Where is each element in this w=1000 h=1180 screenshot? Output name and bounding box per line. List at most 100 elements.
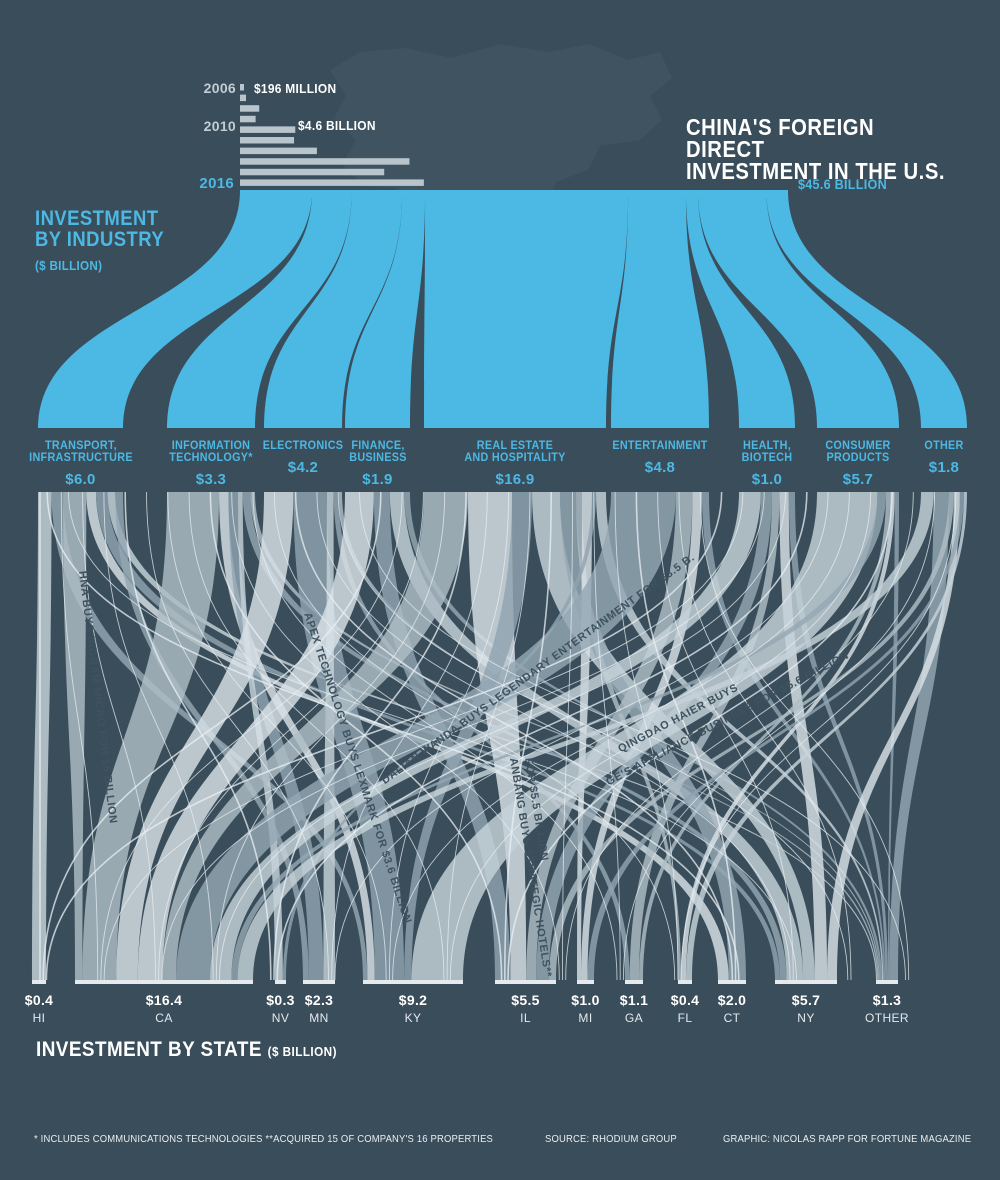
state-code: NY [797, 1011, 815, 1025]
bar-year-2010: 2010 [203, 118, 236, 134]
small-deal-thread [167, 491, 387, 981]
industry-node-label[interactable]: OTHER $1.8 [869, 440, 1000, 476]
state-flow-band [116, 492, 294, 980]
state-flow-band [596, 492, 884, 980]
state-flow-band [63, 492, 87, 980]
small-deal-thread [124, 491, 272, 981]
state-code: GA [624, 1011, 644, 1025]
state-flow-band [639, 492, 891, 980]
small-deal-thread [161, 491, 765, 981]
state-value: $5.5 [511, 992, 540, 1008]
industry-name: TRANSPORT, INFRASTRUCTURE [28, 440, 133, 464]
state-node-label[interactable]: $1.1 GA [584, 992, 684, 1025]
state-flow-band [82, 492, 220, 980]
small-deal-thread [678, 491, 852, 981]
state-node [625, 980, 643, 984]
industry-value: $4.8 [644, 459, 676, 476]
state-value: $16.4 [145, 992, 183, 1008]
year-bar [240, 147, 317, 155]
small-deal-thread [504, 491, 552, 981]
industry-node-label[interactable]: ELECTRONICS $4.2 [228, 440, 378, 476]
small-deal-thread [188, 491, 445, 981]
state-node-label[interactable]: $1.3 OTHER [837, 992, 937, 1025]
small-deal-thread [146, 491, 329, 981]
state-node-label[interactable]: $16.4 CA [114, 992, 214, 1025]
state-flow-band [137, 492, 374, 980]
state-code: CA [155, 1011, 173, 1025]
state-flow-band [176, 492, 676, 980]
industry-node-label[interactable]: INFORMATION TECHNOLOGY* $3.3 [136, 440, 286, 488]
state-value: $0.4 [670, 992, 700, 1008]
industry-node-label[interactable]: HEALTH, BIOTECH $1.0 [692, 440, 842, 488]
state-flow-band [629, 492, 780, 980]
state-node-label[interactable]: $5.5 IL [476, 992, 576, 1025]
state-value: $0.3 [266, 992, 295, 1008]
state-flow-band [404, 492, 532, 980]
state-code: CT [723, 1011, 741, 1025]
industry-node-label[interactable]: REAL ESTATE AND HOSPITALITY $16.9 [440, 440, 590, 488]
industry-node-label[interactable]: CONSUMER PRODUCTS $5.7 [783, 440, 933, 488]
state-flow-band [532, 492, 815, 980]
small-deal-thread [507, 491, 893, 981]
bar-label-2010: $4.6 BILLION [298, 118, 376, 133]
state-value: $2.0 [717, 992, 747, 1008]
industry-node-label[interactable]: TRANSPORT, INFRASTRUCTURE $6.0 [6, 440, 156, 488]
state-flow-band [162, 492, 468, 980]
industry-node [264, 424, 342, 428]
industry-value: $1.9 [362, 471, 393, 488]
industry-value: $1.8 [928, 459, 960, 476]
state-value: $1.1 [619, 992, 649, 1008]
industry-node [424, 424, 606, 428]
state-node-label[interactable]: $0.4 HI [0, 992, 89, 1025]
small-deal-thread [614, 491, 679, 981]
industry-node-label[interactable]: FINANCE, BUSINESS $1.9 [303, 440, 453, 488]
small-deal-thread [565, 491, 914, 981]
state-node-label[interactable]: $5.7 NY [756, 992, 856, 1025]
small-deal-thread [103, 491, 744, 981]
state-node [275, 980, 286, 984]
state-flow-band [411, 492, 878, 980]
small-deal-thread [359, 491, 906, 981]
state-node [876, 980, 898, 984]
industry-name: FINANCE, BUSINESS [348, 440, 407, 464]
small-deal-thread [316, 491, 791, 981]
small-deal-thread [209, 491, 503, 981]
small-deal-thread [46, 491, 740, 981]
state-section-title: INVESTMENT BY STATE ($ BILLION) [36, 1038, 337, 1062]
year-bar [240, 115, 256, 123]
bar-label-2016: $45.6 BILLION [798, 176, 887, 192]
industry-section-title: INVESTMENT BY INDUSTRY [35, 207, 165, 251]
small-deal-thread [273, 491, 467, 981]
industry-name: HEALTH, BIOTECH [741, 440, 793, 464]
page-title: CHINA'S FOREIGN DIRECT INVESTMENT IN THE… [686, 114, 946, 184]
state-flow-band [548, 492, 954, 980]
state-node-label[interactable]: $0.4 FL [635, 992, 735, 1025]
state-node-label[interactable]: $2.0 CT [682, 992, 782, 1025]
small-deal-thread [657, 491, 794, 981]
state-node [495, 980, 556, 984]
small-deal-thread [219, 491, 786, 981]
small-deal-thread [334, 491, 829, 981]
state-node-label[interactable]: $0.3 NV [231, 992, 331, 1025]
industry-flow-band [611, 190, 709, 428]
state-flow-band [681, 492, 895, 980]
industry-node [611, 424, 709, 428]
bar-label-2006: $196 MILLION [254, 81, 337, 96]
state-node-label[interactable]: $1.0 MI [536, 992, 636, 1025]
industry-flow-band [697, 190, 899, 428]
state-node-label[interactable]: $9.2 KY [363, 992, 463, 1025]
year-bar [240, 126, 296, 133]
small-deal-thread [103, 491, 214, 981]
state-flow-band [701, 492, 886, 980]
year-bar [240, 84, 244, 91]
state-node-label[interactable]: $2.3 MN [269, 992, 369, 1025]
industry-node-label[interactable]: ENTERTAINMENT $4.8 [585, 440, 735, 476]
state-flow-band [389, 492, 804, 980]
state-value: $5.7 [791, 992, 821, 1008]
footnote-notes: * INCLUDES COMMUNICATIONS TECHNOLOGIES *… [34, 1133, 494, 1145]
industry-flow-band [38, 190, 313, 428]
small-deal-thread [392, 491, 850, 981]
industry-value: $16.9 [495, 471, 535, 488]
state-code: FL [677, 1011, 693, 1025]
